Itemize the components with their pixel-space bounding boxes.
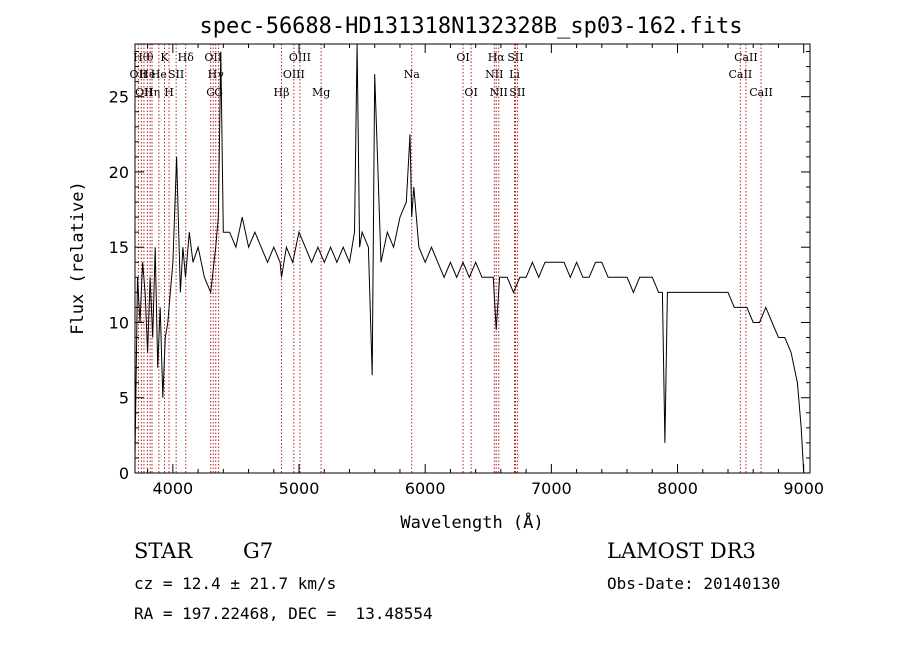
line-label: SII [507, 51, 523, 64]
line-label: OII [135, 86, 153, 99]
x-tick-label: 8000 [657, 479, 698, 498]
survey-name: LAMOST DR3 [607, 539, 756, 563]
line-label: G [206, 86, 215, 99]
y-tick-label: 15 [109, 238, 129, 257]
line-label: OI [464, 86, 477, 99]
y-tick-label: 25 [109, 88, 129, 107]
x-tick-label: 5000 [279, 479, 320, 498]
line-label: Hθ [133, 51, 150, 64]
sky-coordinates: RA = 197.22468, DEC = 13.48554 [134, 604, 433, 623]
x-tick-label: 4000 [152, 479, 193, 498]
line-label: He [139, 68, 155, 81]
line-label: OII [130, 68, 148, 81]
x-tick-label: 9000 [783, 479, 824, 498]
spectrum-series-line [134, 43, 805, 474]
spectral-subclass: G7 [243, 539, 274, 563]
plot-frame [134, 43, 811, 474]
line-label: He [151, 68, 167, 81]
line-label: CaII [729, 68, 753, 81]
line-label: Li [509, 68, 520, 81]
y-tick-label: 10 [109, 313, 129, 332]
line-label: θ [147, 51, 154, 64]
line-label: G [214, 86, 223, 99]
chart-title: spec-56688-HD131318N132328B_sp03-162.fit… [199, 14, 742, 39]
y-axis-label: Flux (relative) [68, 181, 88, 335]
line-label: Na [404, 68, 421, 81]
x-axis: 4000 5000 6000 7000 8000 9000 [147, 44, 824, 498]
y-tick-label: 0 [119, 464, 129, 483]
line-label: Mg [312, 86, 330, 99]
y-tick-label: 5 [119, 389, 129, 408]
line-label: OIII [283, 68, 305, 81]
y-tick-label: 20 [109, 163, 129, 182]
x-tick-label: 7000 [531, 479, 572, 498]
line-label: Hβ [274, 86, 290, 99]
line-label: Hδ [178, 51, 195, 64]
line-label: K [160, 51, 169, 64]
line-label: OII [204, 51, 222, 64]
line-label: Hα [488, 51, 506, 64]
line-label: SII [168, 68, 184, 81]
line-label: OIII [289, 51, 311, 64]
y-axis: 0 5 10 15 20 25 [109, 51, 810, 483]
line-label: NII [490, 86, 508, 99]
line-label: H [164, 86, 174, 99]
line-label: SII [509, 86, 525, 99]
line-label: CaII [734, 51, 758, 64]
redshift-velocity: cz = 12.4 ± 21.7 km/s [134, 574, 337, 593]
line-label: Hη [144, 86, 160, 99]
object-type: STAR [134, 539, 193, 563]
line-label: OI [456, 51, 469, 64]
line-label: NII [485, 68, 503, 81]
x-tick-label: 6000 [405, 479, 446, 498]
line-label: Hγ [208, 68, 225, 81]
line-label: CaII [749, 86, 773, 99]
x-axis-label: Wavelength (Å) [400, 511, 543, 533]
observation-date: Obs-Date: 20140130 [607, 574, 781, 593]
